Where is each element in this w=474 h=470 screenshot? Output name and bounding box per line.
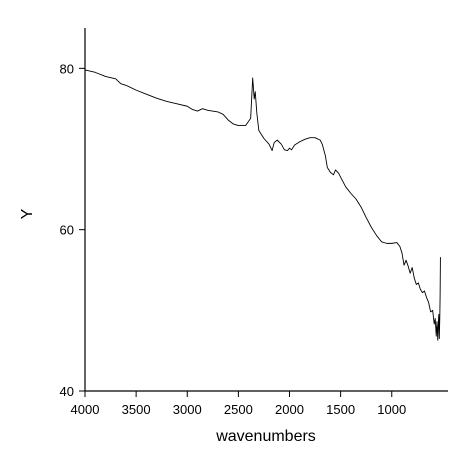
y-tick-label: 60 [60,223,74,238]
series-line [84,69,441,341]
plot-axes [84,28,448,392]
y-axis-title: Y [19,208,36,219]
y-axis-ticks: 40 60 80 [60,61,85,399]
x-tick-label: 2000 [275,402,304,417]
x-axis-title: wavenumbers [215,428,316,445]
x-axis-ticks: 4000 3500 3000 2500 2000 1500 1000 [71,391,406,417]
x-tick-label: 1000 [377,402,406,417]
y-tick-label: 40 [60,384,74,399]
x-tick-label: 3000 [173,402,202,417]
x-tick-label: 4000 [71,402,100,417]
y-tick-label: 80 [60,61,74,76]
x-tick-label: 2500 [224,402,253,417]
x-tick-label: 3500 [122,402,151,417]
x-tick-label: 1500 [326,402,355,417]
